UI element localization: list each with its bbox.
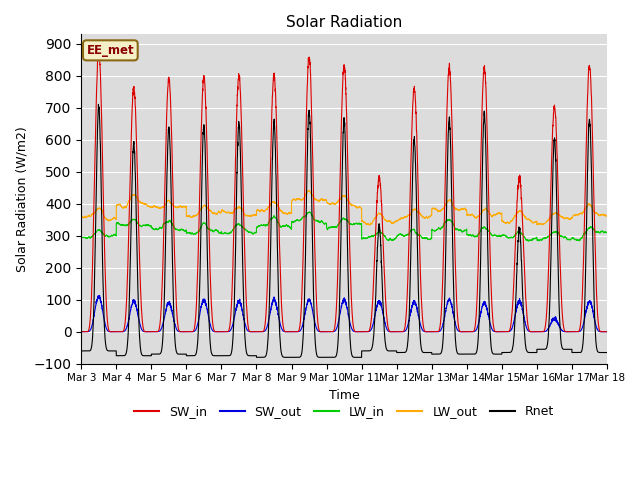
LW_out [603, 213, 611, 219]
Line: SW_out: SW_out [81, 296, 607, 332]
Rnet [492, 351, 500, 357]
LW_out [492, 212, 500, 217]
SW_out [172, 324, 180, 330]
Rnet [324, 354, 332, 360]
SW_in [433, 329, 440, 335]
SW_out [77, 329, 85, 335]
LW_out [77, 214, 85, 220]
LW_out [305, 188, 313, 193]
LW_out [433, 206, 440, 212]
Rnet [77, 348, 85, 354]
Rnet [462, 351, 470, 357]
Line: LW_in: LW_in [81, 212, 607, 241]
SW_out [462, 329, 470, 335]
SW_out [492, 329, 499, 335]
Rnet [95, 101, 102, 107]
Line: SW_in: SW_in [81, 48, 607, 332]
LW_in [462, 228, 470, 233]
LW_in [324, 225, 332, 231]
Rnet [603, 349, 611, 355]
SW_in [462, 329, 470, 335]
LW_in [433, 227, 440, 233]
Y-axis label: Solar Radiation (W/m2): Solar Radiation (W/m2) [15, 126, 28, 272]
SW_in [603, 329, 611, 335]
Title: Solar Radiation: Solar Radiation [286, 15, 402, 30]
LW_in [603, 230, 611, 236]
SW_in [77, 329, 85, 335]
LW_in [305, 209, 313, 215]
SW_in [324, 329, 332, 335]
LW_out [172, 204, 180, 210]
Legend: SW_in, SW_out, LW_in, LW_out, Rnet: SW_in, SW_out, LW_in, LW_out, Rnet [129, 400, 559, 423]
SW_out [603, 329, 611, 335]
SW_out [433, 329, 440, 335]
SW_in [602, 329, 610, 335]
LW_in [492, 233, 499, 239]
SW_out [96, 293, 104, 299]
LW_out [365, 222, 372, 228]
LW_out [324, 201, 332, 206]
SW_in [172, 291, 180, 297]
LW_in [172, 226, 180, 232]
LW_in [77, 235, 85, 240]
LW_out [462, 207, 470, 213]
X-axis label: Time: Time [329, 389, 360, 402]
Rnet [253, 354, 260, 360]
SW_in [492, 329, 499, 335]
Line: LW_out: LW_out [81, 191, 607, 225]
Rnet [172, 346, 180, 352]
LW_in [603, 229, 611, 235]
SW_out [324, 329, 332, 335]
Rnet [433, 351, 440, 357]
Line: Rnet: Rnet [81, 104, 607, 357]
Rnet [603, 349, 611, 355]
LW_out [603, 213, 611, 219]
SW_in [95, 46, 102, 51]
SW_out [602, 329, 610, 335]
Text: EE_met: EE_met [86, 44, 134, 57]
LW_in [525, 238, 532, 244]
